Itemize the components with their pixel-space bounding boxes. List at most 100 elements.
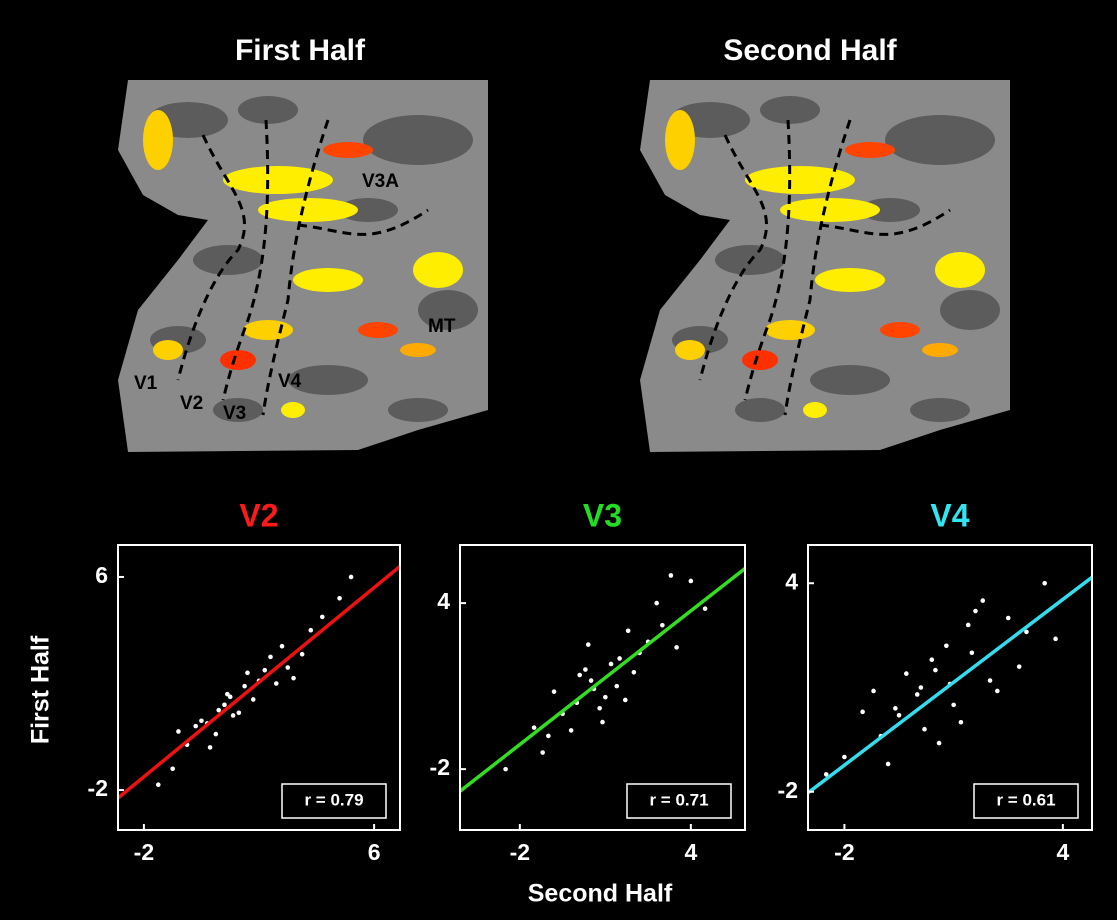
- point: [937, 741, 942, 746]
- point: [915, 692, 920, 697]
- y-tick-label: 4: [785, 568, 798, 594]
- point: [280, 644, 285, 649]
- point: [617, 656, 622, 661]
- point: [583, 667, 588, 672]
- point: [988, 678, 993, 683]
- x-tick-label: 6: [368, 839, 381, 865]
- point: [904, 671, 909, 676]
- point: [532, 725, 537, 730]
- annotation: r = 0.61: [996, 790, 1055, 809]
- point: [632, 670, 637, 675]
- point: [308, 628, 313, 633]
- point: [503, 767, 508, 772]
- point: [245, 671, 250, 676]
- point: [871, 689, 876, 694]
- y-tick-label: 6: [95, 562, 108, 588]
- point: [623, 698, 628, 703]
- point: [944, 643, 949, 648]
- point: [262, 668, 267, 673]
- point: [626, 628, 631, 633]
- point: [951, 703, 956, 708]
- point: [959, 720, 964, 725]
- figure: First Half Second Half: [0, 0, 1117, 920]
- point: [995, 689, 1000, 694]
- y-tick-label: -2: [778, 777, 798, 803]
- annotation: r = 0.71: [649, 790, 708, 809]
- region-label: V3A: [362, 171, 399, 192]
- point: [237, 711, 242, 716]
- point: [980, 598, 985, 603]
- chart-title: V2: [239, 497, 278, 533]
- point: [919, 685, 924, 690]
- region-label: V3: [223, 403, 246, 424]
- point: [842, 755, 847, 760]
- flatmap: [640, 80, 1010, 452]
- point: [199, 718, 204, 723]
- point: [970, 650, 975, 655]
- point: [586, 642, 591, 647]
- y-axis-label: First Half: [27, 635, 55, 744]
- annotation: r = 0.79: [304, 790, 363, 809]
- region-label: V1: [134, 373, 158, 394]
- point: [1017, 664, 1022, 669]
- panel-title: First Half: [235, 34, 366, 67]
- panel-title: Second Half: [723, 34, 897, 67]
- point: [966, 623, 971, 628]
- y-tick-label: -2: [430, 754, 450, 780]
- point: [540, 750, 545, 755]
- chart-title: V4: [930, 497, 969, 533]
- point: [577, 673, 582, 678]
- point: [597, 706, 602, 711]
- point: [689, 579, 694, 584]
- point: [552, 689, 557, 694]
- point: [589, 678, 594, 683]
- point: [669, 573, 674, 578]
- point: [660, 623, 665, 628]
- point: [603, 695, 608, 700]
- point: [860, 710, 865, 715]
- region-label: MT: [428, 316, 456, 337]
- point: [886, 762, 891, 767]
- point: [609, 662, 614, 667]
- point: [654, 601, 659, 606]
- point: [569, 728, 574, 733]
- point: [349, 575, 354, 580]
- x-tick-label: 4: [1056, 839, 1069, 865]
- point: [337, 596, 342, 601]
- point: [1042, 581, 1047, 586]
- point: [893, 706, 898, 711]
- x-tick-label: -2: [510, 839, 530, 865]
- point: [546, 734, 551, 739]
- point: [600, 720, 605, 725]
- point: [176, 729, 181, 734]
- point: [242, 684, 247, 689]
- x-axis-label: Second Half: [528, 880, 673, 908]
- point: [1053, 637, 1058, 642]
- point: [170, 766, 175, 771]
- point: [208, 745, 213, 750]
- point: [897, 713, 902, 718]
- point: [933, 668, 938, 673]
- point: [193, 724, 198, 729]
- region-label: V4: [278, 371, 302, 392]
- point: [156, 782, 161, 787]
- point: [674, 645, 679, 650]
- point: [268, 655, 273, 660]
- point: [929, 657, 934, 662]
- point: [291, 676, 296, 681]
- x-tick-label: -2: [134, 839, 154, 865]
- point: [214, 732, 219, 737]
- point: [300, 652, 305, 657]
- chart-title: V3: [583, 497, 622, 533]
- flatmap: [118, 80, 488, 452]
- region-label: V2: [180, 393, 203, 414]
- point: [973, 609, 978, 614]
- point: [922, 727, 927, 732]
- point: [320, 615, 325, 620]
- point: [703, 606, 708, 611]
- point: [285, 665, 290, 670]
- point: [1006, 616, 1011, 621]
- point: [614, 684, 619, 689]
- point: [222, 703, 227, 708]
- point: [274, 681, 279, 686]
